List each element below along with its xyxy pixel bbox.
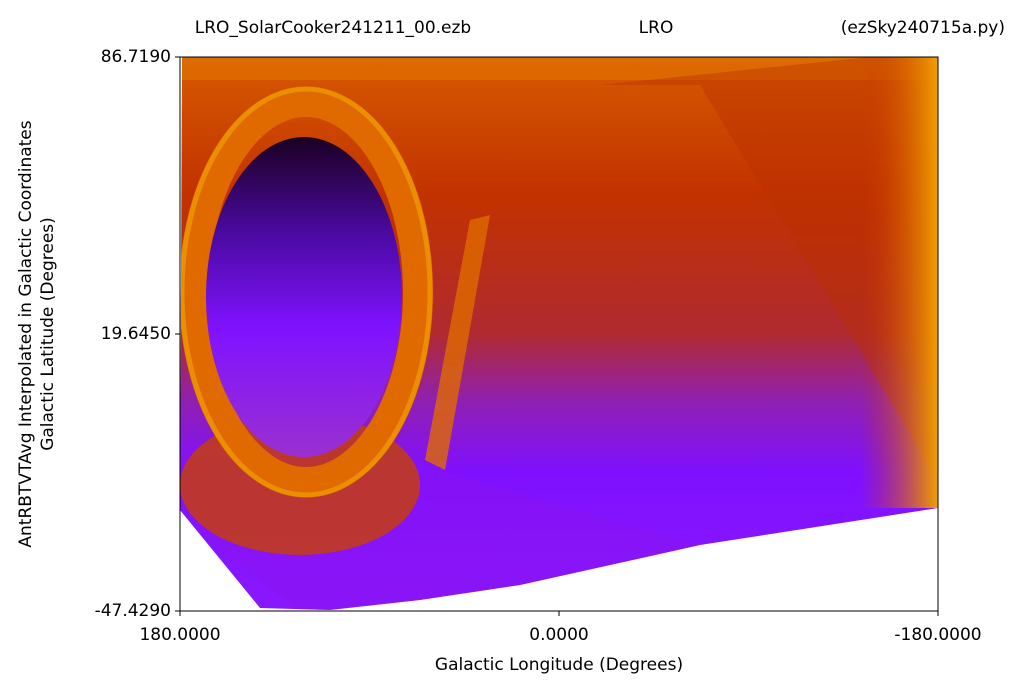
x-tick-label: 180.0000 (139, 625, 220, 645)
x-tick-label: -180.0000 (894, 625, 981, 645)
y-axis-label: Galactic Latitude (Degrees) (38, 217, 58, 451)
heatmap-image (180, 57, 938, 610)
y-tick-label: -47.4290 (95, 601, 171, 621)
x-axis-label: Galactic Longitude (Degrees) (435, 655, 683, 675)
title-left: LRO_SolarCooker241211_00.ezb (195, 18, 471, 38)
y-axis-label: AntRBTVTAvg Interpolated in Galactic Coo… (16, 120, 36, 547)
x-tick-label: 0.0000 (529, 625, 588, 645)
y-tick-label: 86.7190 (101, 47, 171, 67)
title-center: LRO (639, 18, 674, 38)
y-tick-label: 19.6450 (101, 324, 171, 344)
title-right: (ezSky240715a.py) (841, 18, 1005, 38)
